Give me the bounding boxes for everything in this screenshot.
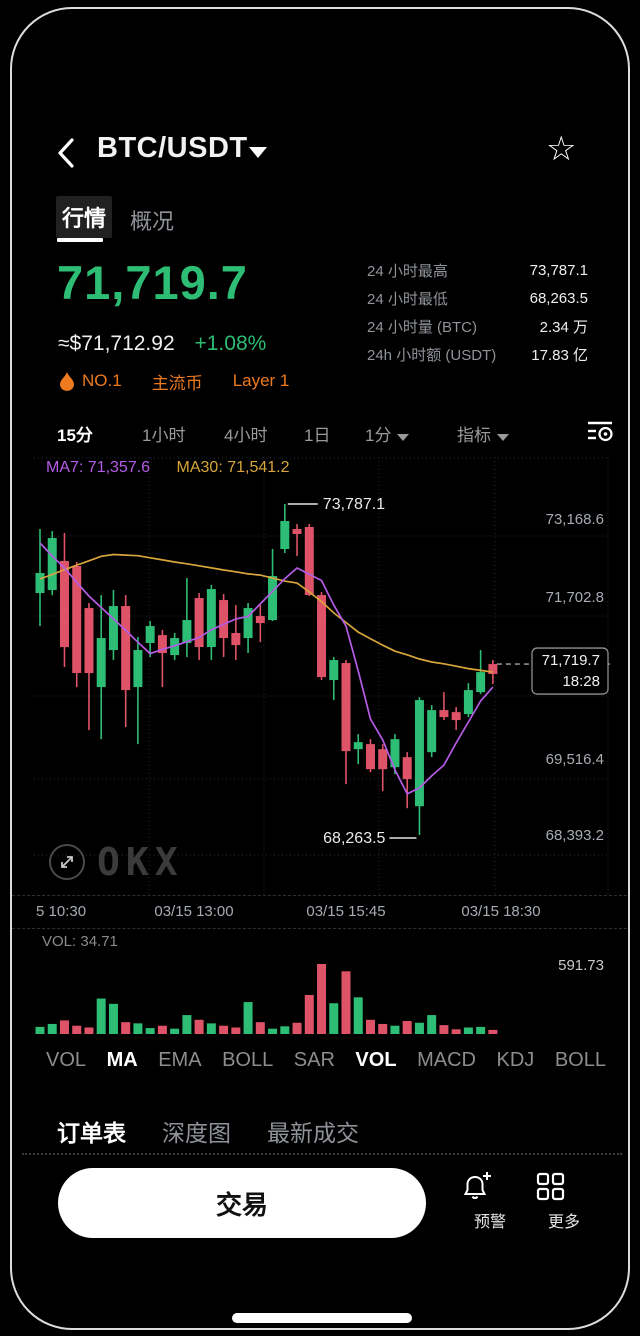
app-screen: BTC/USDT ☆ 行情 概况 71,719.7 ≈$71,712.92 +1…	[12, 9, 628, 1328]
indicator-sar[interactable]: SAR	[293, 1048, 335, 1071]
flame-icon	[60, 371, 74, 391]
chart-area: 73,787.1 68,263.5 71,719.7 18:28 73,168.6 71,…	[34, 457, 610, 895]
ma7-legend: MA7: 71,357.6	[46, 459, 151, 476]
trade-button[interactable]: 交易	[58, 1168, 426, 1238]
svg-text:68,263.5: 68,263.5	[323, 830, 385, 847]
badge-mainstream[interactable]: 主流币	[151, 373, 203, 393]
svg-text:73,168.6: 73,168.6	[546, 511, 604, 528]
svg-text:73,787.1: 73,787.1	[323, 496, 385, 513]
ma30-legend: MA30: 71,541.2	[176, 459, 290, 476]
stat-value: 68,263.5	[529, 289, 588, 307]
stat-label: 24 小时最低	[367, 290, 448, 308]
stat-label: 24 小时量 (BTC)	[367, 318, 478, 336]
grid-more-icon	[536, 1172, 565, 1201]
fullscreen-expand-icon[interactable]	[49, 844, 85, 880]
svg-text:68,393.2: 68,393.2	[546, 827, 604, 844]
x-axis-label: 03/15 13:00	[154, 903, 234, 920]
header: BTC/USDT ☆	[12, 130, 628, 176]
indicator-boll-main[interactable]: BOLL	[222, 1048, 274, 1071]
chevron-down-icon	[497, 434, 509, 441]
more-button[interactable]: 更多	[534, 1170, 594, 1232]
back-icon[interactable]	[54, 136, 80, 170]
stat-value: 2.34 万	[539, 318, 588, 336]
phone-frame: BTC/USDT ☆ 行情 概况 71,719.7 ≈$71,712.92 +1…	[10, 7, 630, 1330]
svg-text:591.73: 591.73	[558, 957, 604, 974]
indicator-ma[interactable]: MA	[106, 1048, 138, 1071]
stat-row-turnover-usdt: 24h 小时额 (USDT) 17.83 亿	[367, 340, 588, 368]
tab-latest-trades[interactable]: 最新成交	[267, 1120, 359, 1146]
active-tab-underline	[57, 238, 103, 242]
ma-legend: MA7: 71,357.6 MA30: 71,541.2	[46, 459, 290, 477]
chart-settings-icon[interactable]	[587, 419, 613, 443]
indicator-vol-main[interactable]: VOL	[46, 1048, 87, 1071]
change-percent: +1.08%	[194, 332, 267, 355]
alert-label: 预警	[473, 1214, 506, 1231]
stat-label: 24h 小时额 (USDT)	[367, 346, 497, 364]
tab-depth-chart[interactable]: 深度图	[162, 1120, 231, 1146]
stats-panel: 24 小时最高 73,787.1 24 小时最低 68,263.5 24 小时量…	[367, 256, 588, 368]
price-alert-button[interactable]: 预警	[460, 1170, 520, 1232]
price-subline: ≈$71,712.92 +1.08%	[58, 332, 266, 356]
usd-price: ≈$71,712.92	[58, 332, 175, 355]
favorite-star-icon[interactable]: ☆	[546, 130, 577, 168]
page-title[interactable]: BTC/USDT	[97, 132, 248, 164]
tab-overview[interactable]: 概况	[130, 209, 175, 234]
indicator-tab-bar: VOL MA EMA BOLL SAR VOL MACD KDJ BOLL	[46, 1042, 606, 1078]
chevron-down-icon	[397, 434, 410, 441]
tf-1h[interactable]: 1小时	[142, 426, 186, 445]
candlestick-chart[interactable]: 73,787.1 68,263.5 71,719.7 18:28 73,168.6 71,…	[34, 457, 610, 895]
svg-text:VOL: 34.71: VOL: 34.71	[42, 933, 118, 950]
badge-layer1[interactable]: Layer 1	[232, 371, 290, 390]
market-tabs: 行情 概况	[12, 190, 628, 254]
tab-quotes[interactable]: 行情	[56, 196, 113, 238]
indicator-kdj[interactable]: KDJ	[496, 1048, 535, 1071]
last-price: 71,719.7	[57, 256, 248, 309]
x-axis-band: 5 10:30 03/15 13:00 03/15 15:45 03/15 18…	[12, 895, 628, 929]
pair-dropdown-caret-icon[interactable]	[249, 147, 267, 158]
svg-text:18:28: 18:28	[562, 673, 600, 690]
bell-plus-icon	[463, 1172, 491, 1199]
stat-label: 24 小时最高	[367, 262, 448, 280]
orderbook-tabs: 订单表 深度图 最新成交	[57, 1110, 617, 1150]
stat-row-volume-btc: 24 小时量 (BTC) 2.34 万	[367, 312, 588, 340]
indicator-vol-sub[interactable]: VOL	[355, 1048, 397, 1071]
x-axis-label: 03/15 15:45	[306, 903, 386, 920]
svg-text:69,516.4: 69,516.4	[546, 751, 604, 768]
stat-row-low: 24 小时最低 68,263.5	[367, 284, 588, 312]
indicator-boll-sub[interactable]: BOLL	[554, 1048, 606, 1071]
indicator-dropdown[interactable]: 指标	[457, 421, 509, 446]
indicator-ema[interactable]: EMA	[158, 1048, 202, 1071]
badge-rank[interactable]: NO.1	[82, 371, 122, 390]
timeframe-bar: 15分 1小时 4小时 1日 1分 指标	[57, 416, 613, 450]
x-axis-label: 5 10:30	[36, 903, 87, 920]
tf-4h[interactable]: 4小时	[224, 426, 268, 445]
svg-text:71,719.7: 71,719.7	[542, 652, 600, 669]
indicator-macd[interactable]: MACD	[417, 1048, 476, 1071]
token-badges: NO.1 主流币 Layer 1	[60, 370, 319, 393]
more-label: 更多	[547, 1214, 580, 1231]
dotted-divider	[22, 1153, 622, 1155]
okx-logo-watermark: OKX	[97, 840, 184, 884]
svg-text:71,702.8: 71,702.8	[546, 589, 604, 606]
tf-more-dropdown[interactable]: 1分	[365, 421, 410, 446]
stat-value: 73,787.1	[529, 261, 588, 279]
tf-15m[interactable]: 15分	[57, 426, 93, 445]
tab-order-book[interactable]: 订单表	[57, 1120, 126, 1146]
stat-value: 17.83 亿	[531, 346, 588, 364]
volume-chart[interactable]: VOL: 34.71 591.73	[34, 930, 610, 1037]
indicator-label: 指标	[457, 426, 491, 445]
tf-more-label: 1分	[365, 426, 392, 445]
x-axis-label: 03/15 18:30	[461, 903, 541, 920]
tf-1d[interactable]: 1日	[304, 426, 331, 445]
home-indicator[interactable]	[232, 1313, 412, 1323]
chart-watermark: OKX	[49, 840, 184, 884]
stat-row-high: 24 小时最高 73,787.1	[367, 256, 588, 284]
